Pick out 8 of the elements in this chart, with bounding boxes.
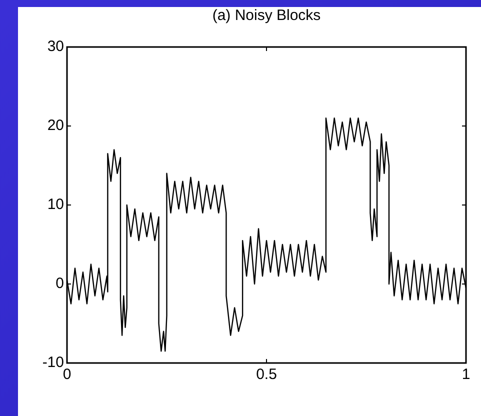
y-tick-label: 30 [47,38,64,56]
x-tick-label: 1 [462,366,470,384]
y-tick-label: -10 [42,354,64,372]
y-tick-label: 20 [47,117,64,134]
x-tick-label: 0.5 [256,366,277,384]
y-tick-label: 0 [56,275,64,292]
chart-title: (a) Noisy Blocks [212,7,321,24]
y-tick-label: 10 [47,196,64,214]
